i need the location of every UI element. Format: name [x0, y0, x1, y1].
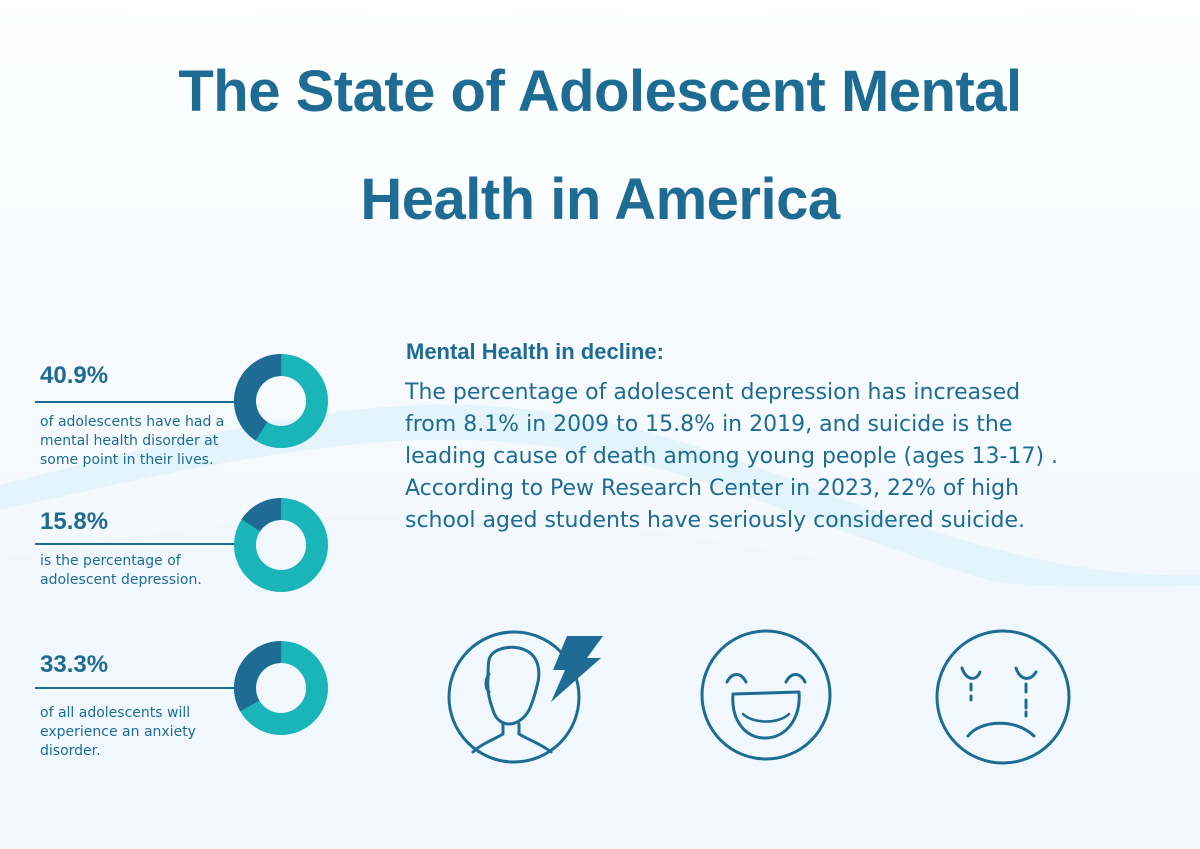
section-body: The percentage of adolescent depression … [405, 377, 1165, 537]
section-body-line: According to Pew Research Center in 2023… [405, 476, 1020, 501]
section-body-line: school aged students have seriously cons… [405, 508, 1025, 533]
stat-description-line: of adolescents have had a [40, 414, 225, 430]
stat-divider [35, 687, 253, 689]
donut-chart-3 [234, 641, 328, 735]
stat-value: 15.8% [40, 508, 109, 535]
stat-description-line: mental health disorder at [40, 433, 219, 449]
stat-value: 40.9% [40, 362, 109, 389]
crying-sad-face-icon [935, 629, 1071, 765]
stat-description-line: disorder. [40, 743, 101, 759]
donut-chart-1 [234, 354, 328, 448]
stat-description-line: of all adolescents will [40, 705, 191, 721]
page-title: The State of Adolescent Mental Health in… [0, 38, 1200, 254]
stat-description: of all adolescents will experience an an… [40, 704, 196, 761]
title-line-2: Health in America [360, 167, 840, 232]
stat-description: is the percentage of adolescent depressi… [40, 552, 202, 590]
section-body-line: from 8.1% in 2009 to 15.8% in 2019, and … [405, 412, 1013, 437]
stat-description-line: experience an anxiety [40, 724, 196, 740]
stressed-person-icon [447, 630, 603, 764]
donut-value-segment [234, 354, 328, 448]
section-body-line: leading cause of death among young peopl… [405, 444, 1059, 469]
stat-description-line: is the percentage of [40, 553, 181, 569]
donut-chart-2 [234, 498, 328, 592]
stat-description-line: some point in their lives. [40, 452, 214, 468]
section-body-line: The percentage of adolescent depression … [405, 380, 1021, 405]
section-heading: Mental Health in decline: [406, 339, 664, 364]
stat-description: of adolescents have had a mental health … [40, 413, 224, 470]
stat-description-line: adolescent depression. [40, 572, 202, 588]
laughing-face-icon [700, 629, 832, 761]
stat-divider [35, 401, 255, 403]
stat-divider [35, 543, 253, 545]
stat-value: 33.3% [40, 651, 109, 678]
title-line-1: The State of Adolescent Mental [178, 59, 1022, 124]
